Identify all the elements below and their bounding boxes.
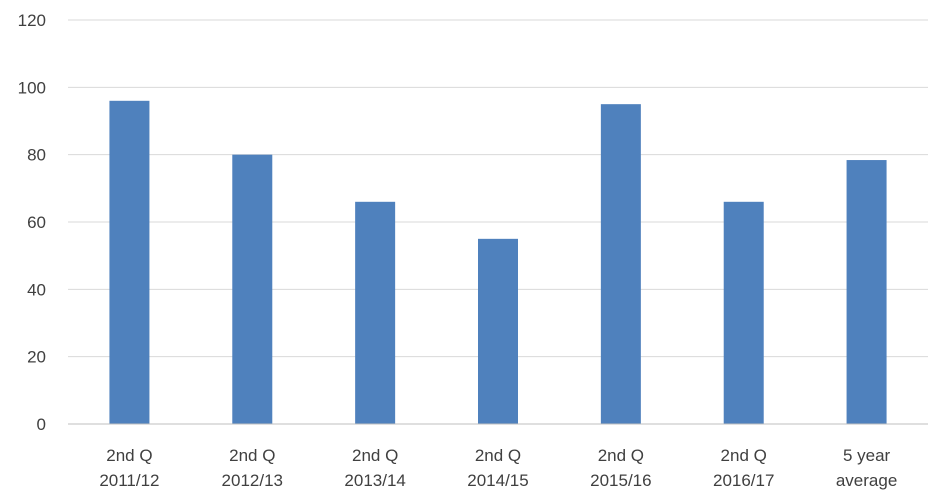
x-category-label: 2016/17 [713, 471, 774, 490]
y-tick-label: 0 [37, 415, 46, 434]
y-tick-label: 100 [18, 78, 46, 97]
gridlines [68, 19, 928, 358]
bar [109, 100, 150, 425]
x-category-label: 2nd Q [229, 446, 275, 465]
x-category-label: 2nd Q [721, 446, 767, 465]
bar [723, 201, 764, 424]
x-category-label: 2nd Q [106, 446, 152, 465]
y-tick-label: 80 [27, 146, 46, 165]
x-category-label: 2nd Q [598, 446, 644, 465]
x-category-label: 2012/13 [222, 471, 283, 490]
bar [846, 160, 887, 424]
bar [355, 201, 396, 424]
y-tick-label: 40 [27, 280, 46, 299]
y-tick-label: 60 [27, 213, 46, 232]
bar [600, 104, 641, 425]
x-category-label: 2013/14 [344, 471, 405, 490]
y-axis-tick-labels: 0 20 40 60 80 100 120 [18, 11, 46, 434]
x-category-label: average [836, 471, 897, 490]
x-category-label: 2014/15 [467, 471, 528, 490]
y-tick-label: 20 [27, 348, 46, 367]
x-category-label: 5 year [843, 446, 891, 465]
x-category-label: 2nd Q [475, 446, 521, 465]
bar [232, 154, 273, 424]
x-category-label: 2011/12 [99, 471, 159, 490]
x-axis-category-labels: 2nd Q 2011/12 2nd Q 2012/13 2nd Q 2013/14 2nd … [99, 446, 897, 490]
y-tick-label: 120 [18, 11, 46, 30]
x-category-label: 2nd Q [352, 446, 398, 465]
x-category-label: 2015/16 [590, 471, 651, 490]
bar [478, 238, 518, 424]
bars [109, 100, 887, 425]
